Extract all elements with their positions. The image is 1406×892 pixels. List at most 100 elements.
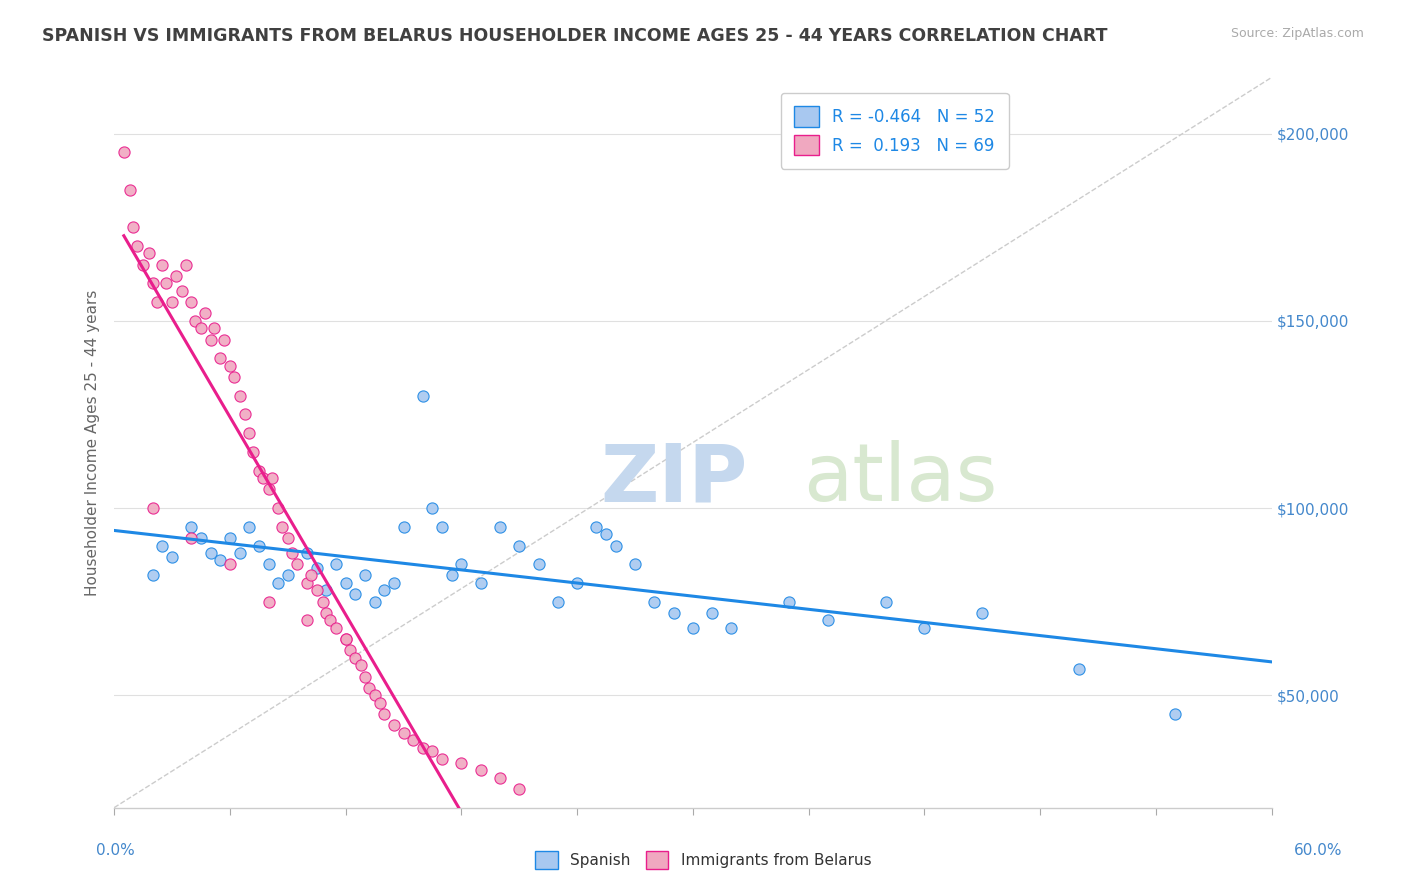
Point: [235, 408, 257, 422]
Text: 60.0%: 60.0%: [1295, 843, 1343, 858]
Point: [440, 568, 463, 582]
Point: [527, 558, 550, 572]
Point: [430, 752, 453, 766]
Point: [257, 558, 280, 572]
Point: [335, 632, 357, 646]
Point: [325, 621, 347, 635]
Point: [344, 650, 367, 665]
Point: [132, 258, 155, 272]
Point: [280, 546, 302, 560]
Point: [339, 643, 361, 657]
Point: [127, 239, 149, 253]
Point: [595, 527, 617, 541]
Point: [209, 553, 232, 567]
Point: [267, 576, 290, 591]
Point: [335, 576, 357, 591]
Point: [219, 359, 242, 373]
Point: [118, 183, 141, 197]
Point: [422, 501, 444, 516]
Point: [112, 145, 135, 160]
Point: [252, 471, 274, 485]
Point: [200, 546, 222, 560]
Point: [200, 333, 222, 347]
Point: [1067, 662, 1090, 676]
Point: [180, 295, 202, 310]
Point: [155, 277, 177, 291]
Point: [247, 539, 270, 553]
Point: [720, 621, 742, 635]
Point: [344, 587, 367, 601]
Text: 0.0%: 0.0%: [96, 843, 135, 858]
Point: [565, 576, 588, 591]
Point: [547, 595, 569, 609]
Point: [142, 568, 165, 582]
Point: [605, 539, 627, 553]
Point: [222, 370, 245, 384]
Point: [422, 744, 444, 758]
Text: atlas: atlas: [803, 440, 997, 518]
Point: [430, 520, 453, 534]
Point: [392, 520, 415, 534]
Point: [912, 621, 935, 635]
Point: [311, 595, 333, 609]
Point: [295, 546, 318, 560]
Point: [508, 781, 530, 796]
Point: [219, 558, 242, 572]
Point: [354, 669, 377, 683]
Point: [138, 246, 160, 260]
Point: [152, 258, 174, 272]
Point: [287, 558, 309, 572]
Point: [315, 606, 337, 620]
Point: [145, 295, 167, 310]
Point: [247, 464, 270, 478]
Text: Source: ZipAtlas.com: Source: ZipAtlas.com: [1230, 27, 1364, 40]
Point: [142, 501, 165, 516]
Point: [190, 531, 212, 545]
Point: [315, 583, 337, 598]
Point: [190, 321, 212, 335]
Point: [271, 520, 294, 534]
Point: [470, 763, 492, 777]
Point: [238, 426, 260, 441]
Point: [277, 531, 299, 545]
Point: [470, 576, 492, 591]
Point: [319, 614, 342, 628]
Point: [335, 632, 357, 646]
Point: [370, 696, 392, 710]
Point: [489, 771, 512, 785]
Point: [1164, 706, 1187, 721]
Point: [142, 277, 165, 291]
Point: [412, 740, 434, 755]
Point: [450, 756, 472, 770]
Point: [209, 351, 232, 366]
Point: [180, 520, 202, 534]
Point: [373, 706, 395, 721]
Point: [219, 531, 242, 545]
Point: [165, 268, 187, 283]
Point: [382, 576, 405, 591]
Point: [363, 688, 385, 702]
Point: [585, 520, 607, 534]
Text: SPANISH VS IMMIGRANTS FROM BELARUS HOUSEHOLDER INCOME AGES 25 - 44 YEARS CORRELA: SPANISH VS IMMIGRANTS FROM BELARUS HOUSE…: [42, 27, 1108, 45]
Point: [354, 568, 377, 582]
Point: [228, 389, 250, 403]
Point: [382, 718, 405, 732]
Point: [624, 558, 647, 572]
Point: [363, 595, 385, 609]
Point: [122, 220, 145, 235]
Point: [392, 725, 415, 739]
Y-axis label: Householder Income Ages 25 - 44 years: Householder Income Ages 25 - 44 years: [86, 289, 100, 596]
Point: [238, 520, 260, 534]
Point: [194, 306, 217, 320]
Legend: R = -0.464   N = 52, R =  0.193   N = 69: R = -0.464 N = 52, R = 0.193 N = 69: [780, 93, 1008, 169]
Point: [299, 568, 322, 582]
Point: [228, 546, 250, 560]
Point: [817, 614, 839, 628]
Point: [489, 520, 512, 534]
Point: [357, 681, 380, 695]
Point: [875, 595, 897, 609]
Point: [204, 321, 226, 335]
Point: [402, 733, 425, 747]
Point: [262, 471, 284, 485]
Point: [325, 558, 347, 572]
